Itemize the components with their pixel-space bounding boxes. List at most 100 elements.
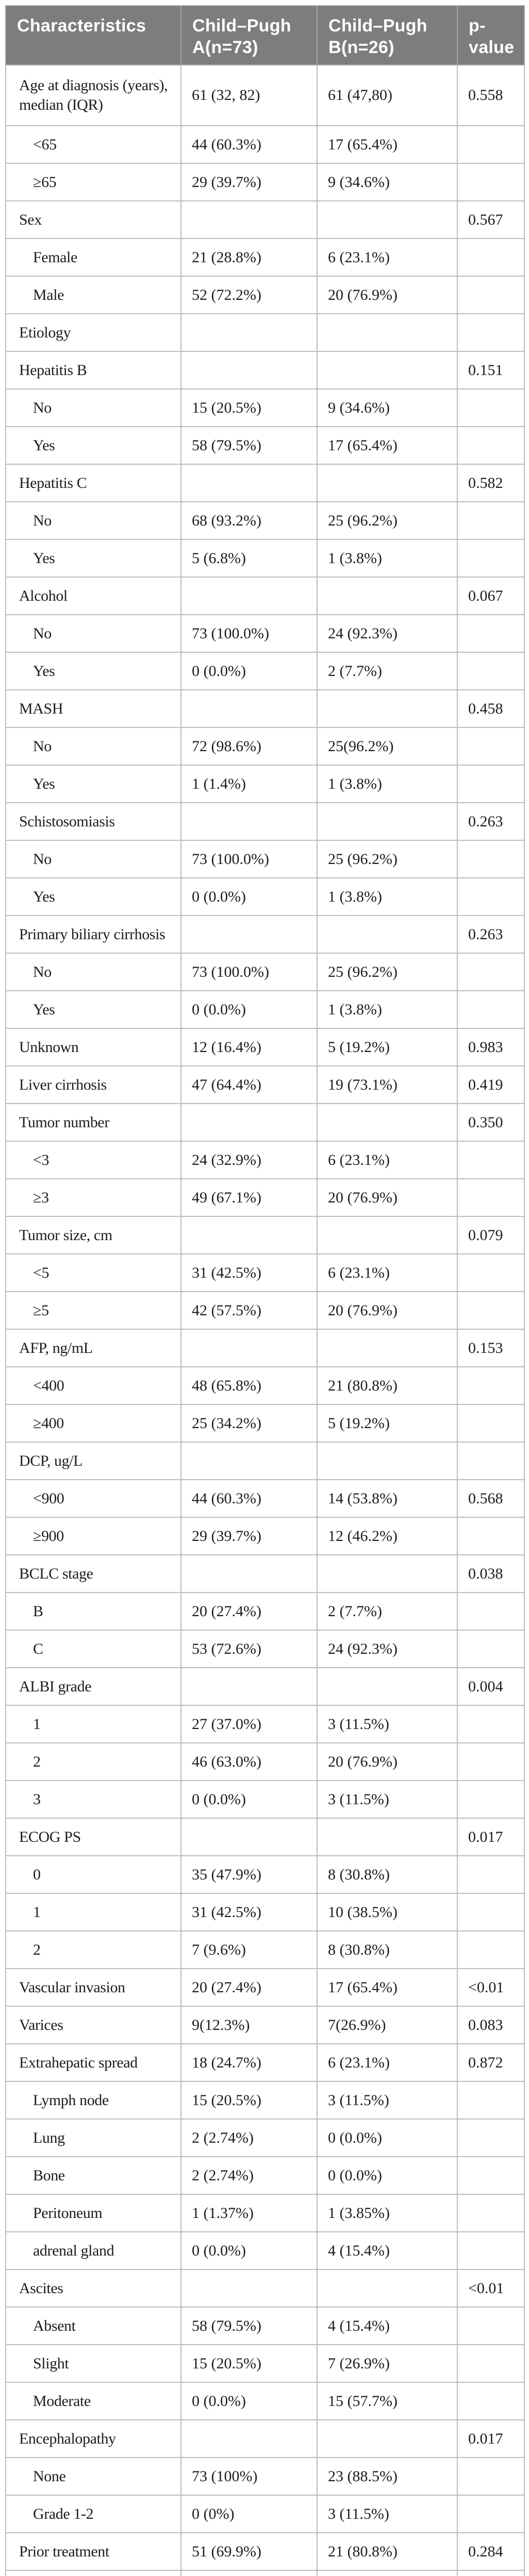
group-a-cell: 61 (32, 82) [180, 64, 318, 126]
p-value-cell: 0.079 [457, 1216, 525, 1255]
table-row: ALBI grade 0.004 [5, 1667, 525, 1706]
table-row: Lymph node 15 (20.5%) 3 (11.5%) [5, 2081, 525, 2120]
group-b-cell: 3 (11.5%) [317, 2081, 458, 2120]
p-value-cell [457, 276, 525, 314]
group-b-cell: 1 (3.8%) [317, 990, 458, 1029]
p-value-cell: 0.284 [457, 2532, 525, 2571]
p-value-cell [457, 2156, 525, 2195]
group-b-cell: 17 (65.4%) [317, 1968, 458, 2007]
group-a-cell: 46 (63.0%) [180, 1742, 318, 1781]
p-value-cell: 0.083 [457, 2006, 525, 2044]
group-b-cell: 24 (92.3%) [317, 1630, 458, 1668]
row-label-cell: Tumor size, cm [5, 1216, 181, 1255]
p-value-cell [457, 2382, 525, 2420]
group-a-cell: 73 (100.0%) [180, 614, 318, 653]
table-row: Encephalopathy 0.017 [5, 2419, 525, 2458]
group-b-cell: 6 (23.1%) [317, 238, 458, 277]
p-value-cell [457, 2307, 525, 2345]
group-a-cell [180, 313, 318, 352]
row-label-cell: ≥65 [5, 163, 181, 201]
row-label-cell: Female [5, 238, 181, 277]
p-value-cell: <0.01 [457, 1968, 525, 2007]
table-row: Vascular invasion 20 (27.4%) 17 (65.4%) <0.… [5, 1968, 525, 2007]
group-a-cell: 47 (64.4%) [180, 1065, 318, 1104]
table-row: Age at diagnosis (years), median (IQR) 61… [5, 64, 525, 126]
group-a-cell: 1 (1.4%) [180, 765, 318, 803]
p-value-cell [457, 539, 525, 578]
group-b-cell [317, 313, 458, 352]
row-label-cell: 2 [5, 1930, 181, 1969]
p-value-cell: 0.153 [457, 1329, 525, 1367]
p-value-cell [457, 2231, 525, 2270]
row-label-cell: No [5, 727, 181, 766]
p-value-cell [457, 2081, 525, 2120]
group-b-cell: 2 (7.7%) [317, 1592, 458, 1631]
p-value-cell [457, 125, 525, 164]
row-label-cell: Unknown [5, 1028, 181, 1066]
row-label-cell: ≥900 [5, 1517, 181, 1555]
group-b-cell: 20 (76.9%) [317, 1178, 458, 1217]
group-b-cell: 25 (96.2%) [317, 501, 458, 540]
table-row: Liver cirrhosis 47 (64.4%) 19 (73.1%) 0.419 [5, 1065, 525, 1104]
table-row: None 73 (100%) 23 (88.5%) [5, 2457, 525, 2496]
p-value-cell [457, 727, 525, 766]
group-b-cell: 17 (65.4%) [317, 125, 458, 164]
group-a-cell: 2 (2.74%) [180, 2156, 318, 2195]
p-value-cell [457, 313, 525, 352]
table-row: DCP, ug/L [5, 1442, 525, 1480]
group-b-cell [317, 200, 458, 239]
table-row: Yes 58 (79.5%) 17 (65.4%) [5, 426, 525, 465]
group-a-cell: 20 (27.4%) [180, 1592, 318, 1631]
row-label-cell: Yes [5, 990, 181, 1029]
group-b-cell: 21 (80.8%) [317, 2532, 458, 2571]
table-row: Hepatitis C 0.582 [5, 464, 525, 502]
group-a-cell: 73 (100%) [180, 2457, 318, 2496]
group-b-cell: 25 (96.2%) [317, 840, 458, 878]
group-b-cell: 7(26.9%) [317, 2006, 458, 2044]
table-row: <65 44 (60.3%) 17 (65.4%) [5, 125, 525, 164]
row-label-cell: Yes [5, 539, 181, 578]
group-b-cell: 3 (11.5%) [317, 1705, 458, 1743]
group-b-cell [317, 1103, 458, 1142]
table-row: Varices 9(12.3%) 7(26.9%) 0.083 [5, 2006, 525, 2044]
p-value-cell [457, 1178, 525, 1217]
row-label-cell: ≥400 [5, 1404, 181, 1443]
group-a-cell [180, 915, 318, 954]
p-value-cell [457, 1141, 525, 1179]
row-label-cell: Sex [5, 200, 181, 239]
group-b-cell: 10 (38.5%) [317, 1893, 458, 1931]
table-row: <900 44 (60.3%) 14 (53.8%) 0.568 [5, 1479, 525, 1518]
p-value-cell [457, 1404, 525, 1443]
p-value-cell [457, 1442, 525, 1480]
p-value-cell: 0.017 [457, 1818, 525, 1856]
group-a-cell [180, 2269, 318, 2308]
p-value-cell [457, 2495, 525, 2533]
group-a-cell: 5 (6.8%) [180, 539, 318, 578]
row-label-cell: Surgery [5, 2570, 181, 2576]
p-value-cell [457, 2457, 525, 2496]
group-b-cell: 0 (0.0%) [317, 2119, 458, 2157]
table-row: 2 46 (63.0%) 20 (76.9%) [5, 1742, 525, 1781]
group-b-cell: 0 (0.0%) [317, 2156, 458, 2195]
row-label-cell: B [5, 1592, 181, 1631]
group-a-cell: 12 (16.4%) [180, 1028, 318, 1066]
group-b-cell: 7 (26.9%) [317, 2344, 458, 2383]
p-value-cell: 0.004 [457, 1667, 525, 1706]
group-a-cell [180, 1216, 318, 1255]
p-value-cell [457, 1893, 525, 1931]
p-value-cell [457, 953, 525, 991]
row-label-cell: <3 [5, 1141, 181, 1179]
table-row: No 73 (100.0%) 25 (96.2%) [5, 953, 525, 991]
row-label-cell: Varices [5, 2006, 181, 2044]
row-label-cell: Vascular invasion [5, 1968, 181, 2007]
row-label-cell: No [5, 614, 181, 653]
row-label-cell: 2 [5, 1742, 181, 1781]
p-value-cell [457, 1780, 525, 1819]
table-row: 1 31 (42.5%) 10 (38.5%) [5, 1893, 525, 1931]
p-value-cell: 0.017 [457, 2419, 525, 2458]
row-label-cell: 3 [5, 1780, 181, 1819]
row-label-cell: No [5, 953, 181, 991]
group-a-cell: 48 (65.8%) [180, 1366, 318, 1405]
